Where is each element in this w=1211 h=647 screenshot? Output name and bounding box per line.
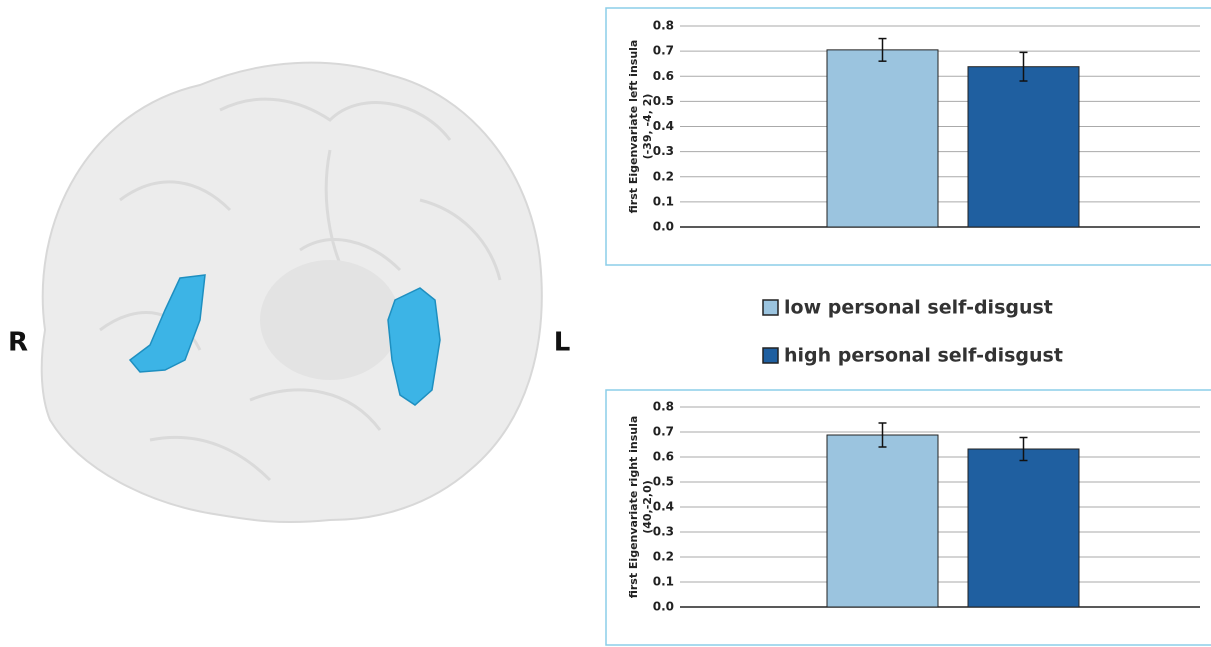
legend-swatch <box>763 300 778 315</box>
bar <box>827 50 938 227</box>
y-axis-label: first Eigenvariate right insula <box>627 416 640 599</box>
bar <box>968 449 1079 607</box>
y-tick-label: 0.4 <box>653 119 674 133</box>
y-tick-label: 0.4 <box>653 500 674 514</box>
side-label: R <box>8 328 28 358</box>
y-tick-label: 0.8 <box>653 19 674 33</box>
side-label: L <box>554 328 571 358</box>
y-tick-label: 0.3 <box>653 525 674 539</box>
y-tick-label: 0.5 <box>653 475 674 489</box>
y-axis-label: first Eigenvariate left insula <box>627 40 640 214</box>
y-tick-label: 0.1 <box>653 194 674 208</box>
y-tick-label: 0.5 <box>653 94 674 108</box>
figure: R L 0.0 0.1 0.2 0.3 0.4 0.5 0.6 0.7 0.8 first Eig… <box>0 0 1211 647</box>
legend-label: low personal self-disgust <box>784 297 1053 319</box>
y-tick-label: 0.7 <box>653 44 674 58</box>
y-tick-label: 0.1 <box>653 575 674 589</box>
bar <box>827 435 938 607</box>
y-tick-label: 0.6 <box>653 69 674 83</box>
y-tick-label: 0.2 <box>653 169 674 183</box>
y-tick-label: 0.3 <box>653 144 674 158</box>
y-axis-label: (-39, -4, 2) <box>641 94 654 160</box>
y-tick-label: 0.8 <box>653 400 674 414</box>
y-tick-label: 0.6 <box>653 450 674 464</box>
y-axis-label: (40,-2,0) <box>641 480 654 534</box>
legend-swatch <box>763 348 778 363</box>
y-tick-label: 0.7 <box>653 425 674 439</box>
y-tick-label: 0.0 <box>653 600 674 614</box>
legend-label: high personal self-disgust <box>784 345 1063 367</box>
brain-render: R L <box>8 63 570 522</box>
y-tick-label: 0.2 <box>653 550 674 564</box>
bar <box>968 67 1079 227</box>
y-tick-label: 0.0 <box>653 220 674 234</box>
brain-core <box>260 260 400 380</box>
